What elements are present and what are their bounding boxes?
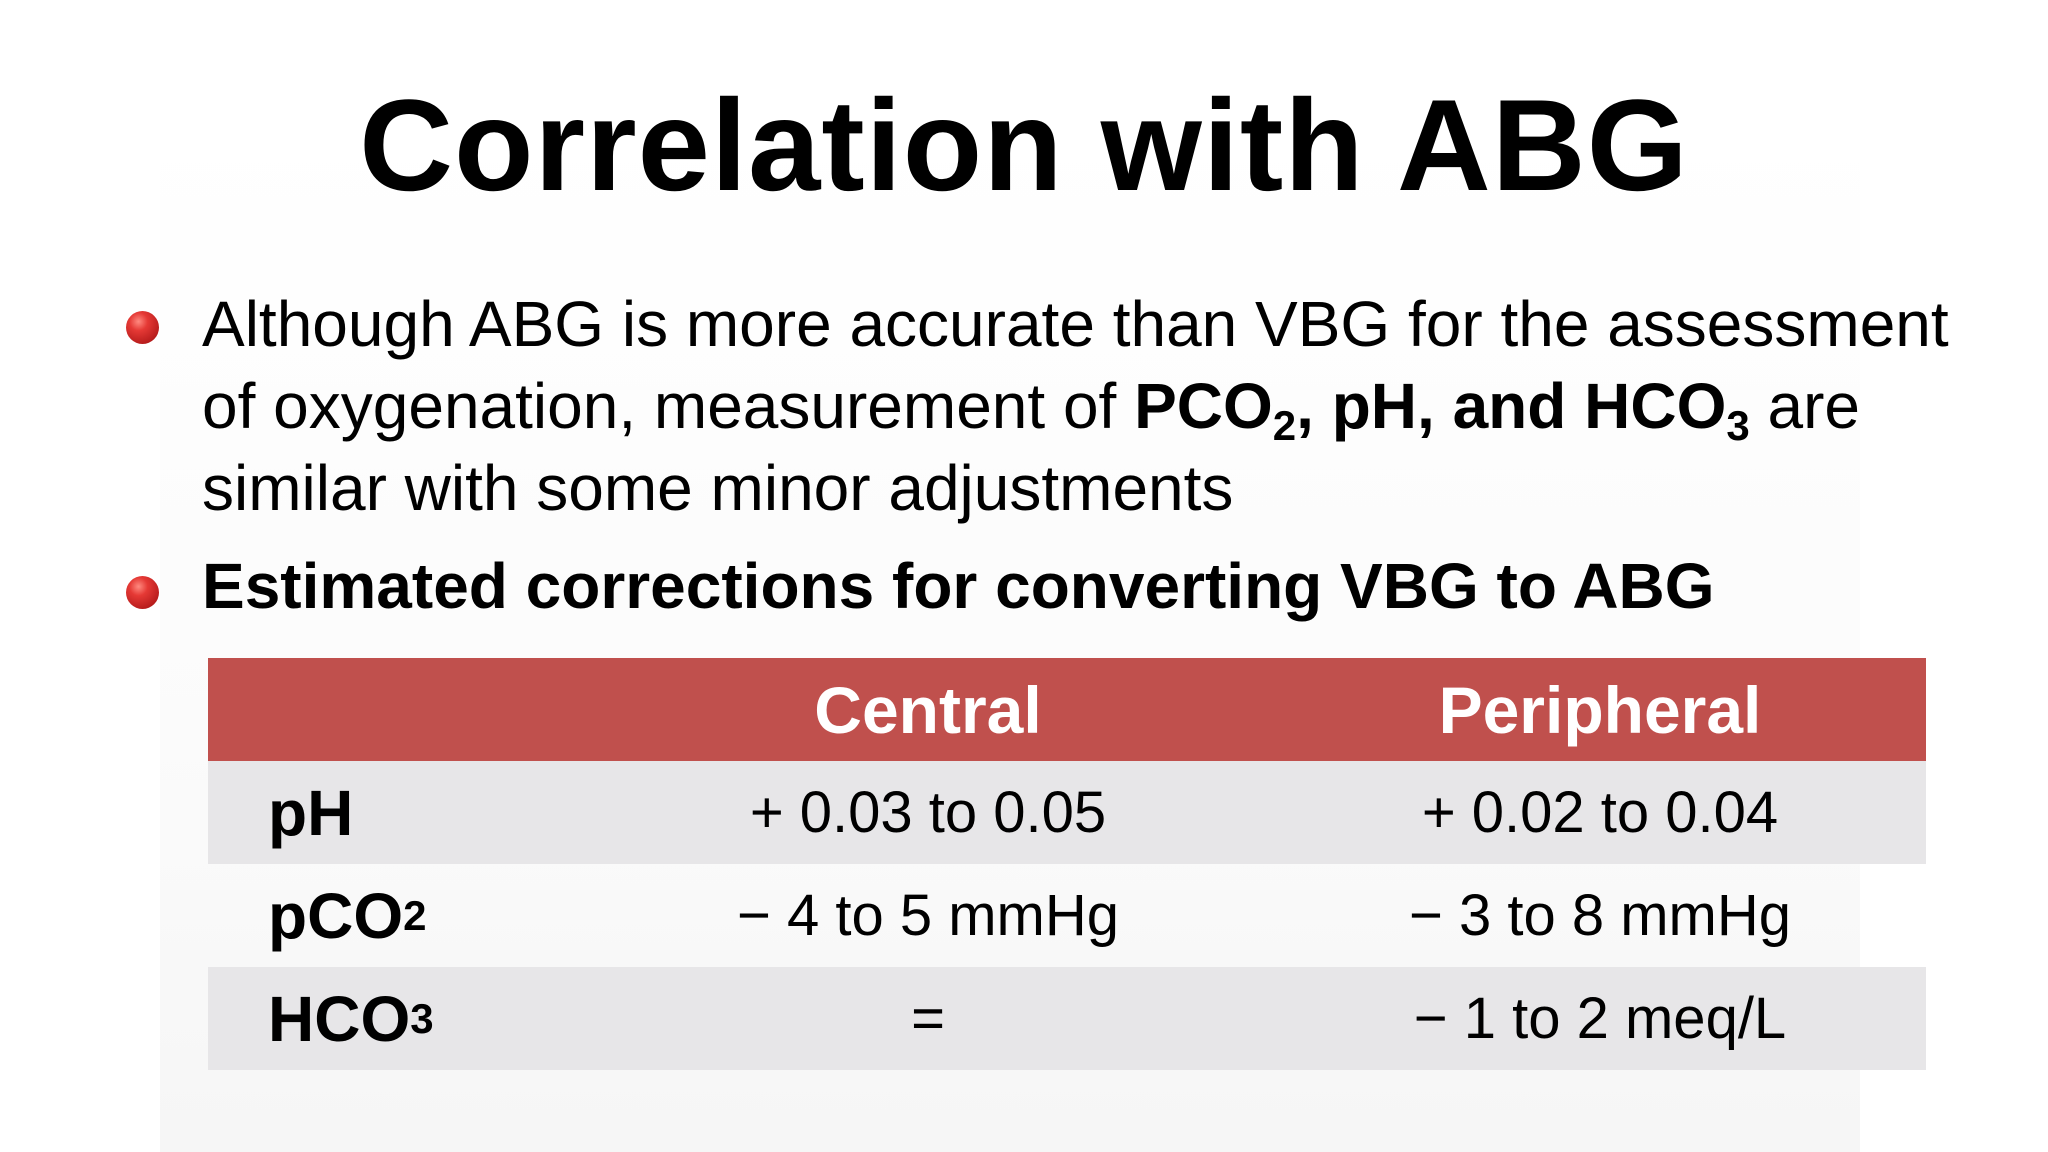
bullet-text-2: Estimated corrections for converting VBG…	[202, 550, 1715, 622]
cell-peripheral: − 3 to 8 mmHg	[1409, 883, 1791, 948]
cell-central: − 4 to 5 mmHg	[737, 883, 1119, 948]
table-row: pH + 0.03 to 0.05 + 0.02 to 0.04	[208, 761, 1926, 864]
cell-peripheral: − 1 to 2 meq/L	[1413, 986, 1787, 1051]
table-row: HCO 3 = − 1 to 2 meq/L	[208, 967, 1926, 1070]
bullet-1-text-end: are similar with some minor adjustments	[202, 370, 1860, 524]
cell-central: + 0.03 to 0.05	[749, 780, 1107, 845]
row-label-ph: pH	[268, 776, 354, 849]
cell-central: =	[911, 986, 945, 1051]
header-cell-central: Central	[814, 672, 1042, 747]
row-label-hco3: HCO 3	[268, 982, 434, 1055]
cell-peripheral: + 0.02 to 0.04	[1421, 780, 1779, 845]
bullet-1-bold-pco: PCO2, pH, and HCO3	[1134, 370, 1750, 449]
bullet-1-text-start: Although ABG is more accurate than VBG f…	[202, 288, 1949, 442]
bullet-dot-icon	[126, 576, 159, 609]
header-cell-peripheral: Peripheral	[1438, 672, 1762, 747]
table-row: pCO 2 − 4 to 5 mmHg − 3 to 8 mmHg	[208, 864, 1926, 967]
table-header-row: Central Peripheral	[208, 658, 1926, 761]
corrections-table: Central Peripheral pH + 0.03 to 0.05 + 0…	[208, 658, 1926, 1070]
bullet-text-1: Although ABG is more accurate than VBG f…	[202, 283, 1962, 529]
slide-title: Correlation with ABG	[359, 72, 1689, 218]
bullet-dot-icon	[126, 311, 159, 344]
row-label-pco2: pCO 2	[268, 879, 427, 952]
